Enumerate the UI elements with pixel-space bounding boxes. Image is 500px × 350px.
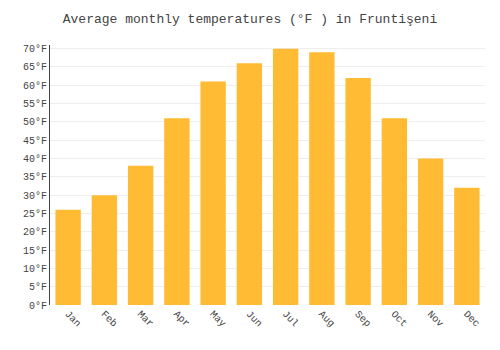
svg-text:0°F: 0°F — [29, 301, 47, 312]
svg-text:Average monthly temperatures (: Average monthly temperatures (°F ) in Fr… — [63, 12, 438, 27]
svg-text:Jan: Jan — [62, 309, 83, 330]
svg-text:35°F: 35°F — [23, 172, 47, 183]
svg-text:Sep: Sep — [352, 309, 373, 330]
svg-text:Mar: Mar — [135, 309, 156, 330]
svg-text:Apr: Apr — [171, 309, 192, 330]
svg-text:50°F: 50°F — [23, 117, 47, 128]
svg-text:70°F: 70°F — [23, 44, 47, 55]
svg-text:60°F: 60°F — [23, 81, 47, 92]
svg-text:Oct: Oct — [389, 309, 410, 330]
svg-text:45°F: 45°F — [23, 136, 47, 147]
svg-text:5°F: 5°F — [29, 282, 47, 293]
svg-text:15°F: 15°F — [23, 246, 47, 257]
svg-text:20°F: 20°F — [23, 227, 47, 238]
svg-text:40°F: 40°F — [23, 154, 47, 165]
svg-text:Jul: Jul — [280, 309, 301, 330]
svg-text:55°F: 55°F — [23, 99, 47, 110]
svg-text:Nov: Nov — [425, 309, 446, 330]
svg-text:10°F: 10°F — [23, 264, 47, 275]
svg-text:30°F: 30°F — [23, 191, 47, 202]
svg-text:Feb: Feb — [99, 309, 120, 330]
svg-text:Dec: Dec — [461, 309, 482, 330]
svg-text:25°F: 25°F — [23, 209, 47, 220]
svg-text:Aug: Aug — [316, 309, 337, 330]
svg-text:65°F: 65°F — [23, 62, 47, 73]
svg-text:Jun: Jun — [244, 309, 265, 330]
svg-text:May: May — [207, 309, 228, 330]
